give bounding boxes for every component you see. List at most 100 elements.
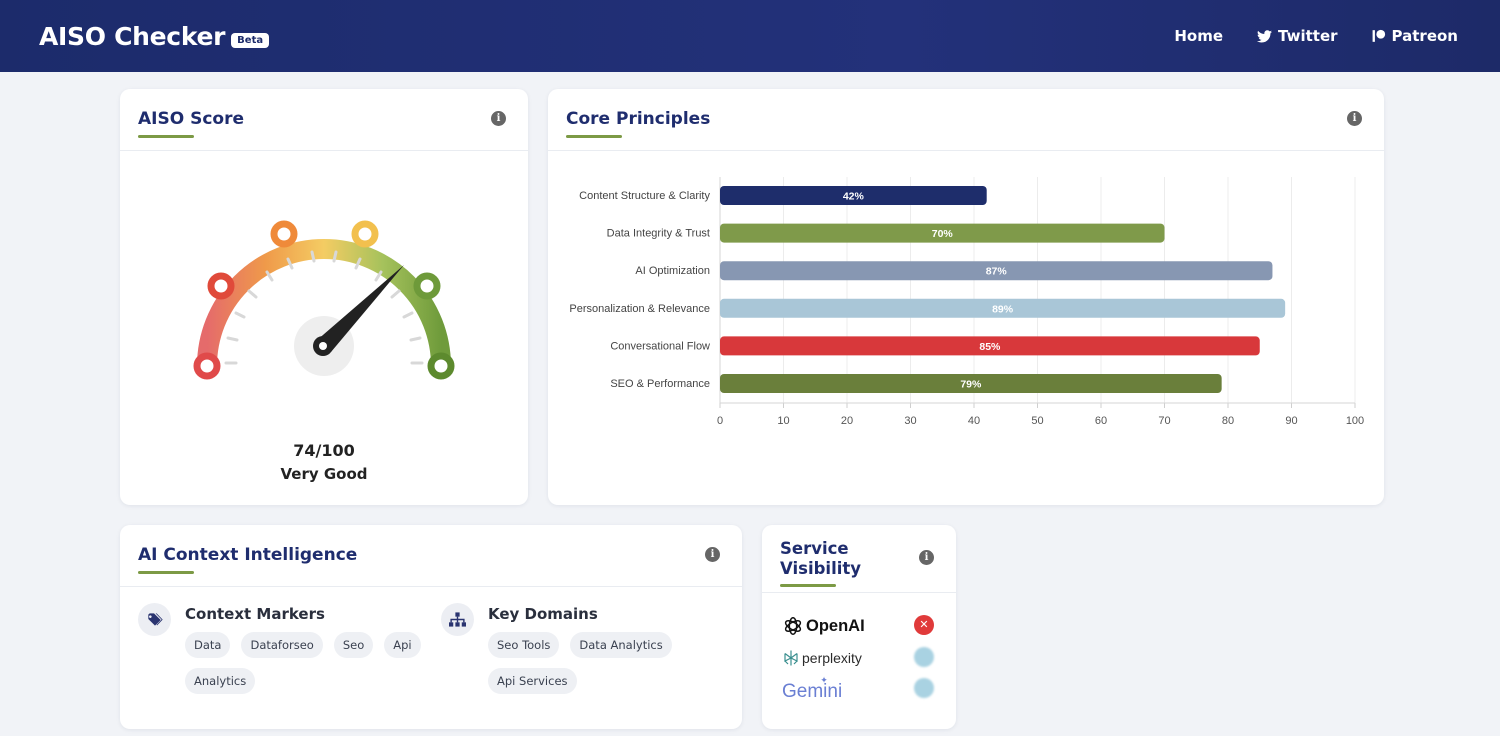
title-underline: [138, 571, 194, 574]
ai-context-header: AI Context Intelligence i: [120, 525, 742, 587]
nav-patreon-link[interactable]: Patreon: [1372, 27, 1458, 45]
bar: [720, 336, 1260, 356]
tag-chip[interactable]: Seo Tools: [488, 632, 560, 658]
info-icon[interactable]: i: [1347, 111, 1362, 126]
bar: [720, 186, 987, 205]
key-domains-tags: Seo Tools Data Analytics Api Services: [488, 632, 688, 694]
tag-chip[interactable]: Analytics: [185, 668, 256, 694]
bar: [720, 374, 1222, 393]
ai-context-title: AI Context Intelligence: [138, 545, 358, 565]
x-tick-label: 70: [1158, 415, 1170, 427]
beta-badge: Beta: [231, 32, 270, 48]
context-markers-title: Context Markers: [185, 605, 325, 623]
bar-value-label: 79%: [960, 379, 982, 391]
patreon-icon: [1372, 29, 1385, 42]
hierarchy-icon: [441, 603, 474, 636]
bar-value-label: 85%: [979, 341, 1001, 353]
category-label: Content Structure & Clarity: [579, 190, 710, 202]
app-title[interactable]: AISO Checker: [39, 21, 226, 51]
x-tick-label: 20: [841, 415, 853, 427]
x-tick-label: 40: [968, 415, 980, 427]
nav-links: Home Twitter Patreon: [1174, 27, 1458, 45]
x-tick-label: 0: [717, 415, 723, 427]
x-tick-label: 80: [1222, 415, 1234, 427]
tag-icon: [138, 603, 171, 636]
x-tick-label: 30: [904, 415, 916, 427]
service-visibility-title-line2: Visibility: [780, 559, 862, 578]
tag-chip[interactable]: Data Analytics: [570, 632, 672, 658]
score-rating: Very Good: [280, 465, 368, 483]
tag-chip[interactable]: Api Services: [488, 668, 577, 694]
aiso-score-card: AISO Score i: [120, 89, 528, 505]
bar-value-label: 89%: [992, 303, 1014, 315]
service-status-not-visible: ✕: [914, 615, 934, 635]
service-row-perplexity: perplexity: [782, 648, 862, 668]
service-name-gemini: Gemini: [782, 681, 843, 702]
service-name-openai: OpenAI: [806, 616, 865, 635]
nav-home-link[interactable]: Home: [1174, 27, 1223, 45]
tag-chip[interactable]: Dataforseo: [241, 632, 323, 658]
gauge-needle: [316, 265, 404, 352]
title-underline: [138, 135, 194, 138]
service-visibility-card: Service Visibility i OpenAI ✕ perplexity…: [762, 525, 956, 729]
gauge-markers: [193, 220, 455, 380]
x-tick-label: 100: [1346, 415, 1364, 427]
context-markers-tags: Data Dataforseo Seo Api Analytics: [185, 632, 425, 694]
brand[interactable]: AISO Checker Beta: [39, 21, 270, 51]
nav-twitter-label: Twitter: [1278, 27, 1338, 45]
bar: [720, 223, 1165, 243]
core-principles-title: Core Principles: [566, 109, 711, 129]
bar: [720, 298, 1286, 318]
perplexity-logo-icon: [784, 650, 798, 666]
category-label: SEO & Performance: [610, 378, 710, 390]
key-domains-title: Key Domains: [488, 605, 598, 623]
nav-twitter-link[interactable]: Twitter: [1257, 27, 1338, 45]
core-principles-header: Core Principles i: [548, 89, 1384, 151]
category-label: Data Integrity & Trust: [607, 228, 710, 240]
service-row-openai: OpenAI: [782, 615, 865, 637]
nav-home-label: Home: [1174, 27, 1224, 45]
x-tick-label: 10: [777, 415, 789, 427]
gauge-hub-center: [319, 342, 327, 350]
score-gauge: [193, 220, 455, 380]
info-icon[interactable]: i: [491, 111, 506, 126]
gauge-ticks: [224, 250, 424, 365]
sparkle-icon: ✦: [820, 676, 828, 686]
aiso-score-header: AISO Score i: [120, 89, 528, 151]
bar-value-label: 42%: [843, 191, 865, 203]
core-principles-chart: 0 10 20 30 40 50 60 70 80 90 100 Content Structure …: [569, 177, 1364, 427]
aiso-score-title: AISO Score: [138, 109, 245, 129]
category-label: AI Optimization: [635, 265, 710, 277]
tag-chip[interactable]: Data: [185, 632, 231, 658]
key-domains-section: Key Domains Seo Tools Data Analytics Api…: [441, 603, 731, 723]
x-tick-label: 90: [1285, 415, 1297, 427]
bar-value-label: 87%: [986, 266, 1008, 278]
nav-patreon-label: Patreon: [1391, 27, 1458, 45]
service-status-pending: [914, 678, 934, 698]
bar: [720, 261, 1273, 281]
x-tick-label: 50: [1031, 415, 1043, 427]
category-label: Personalization & Relevance: [569, 303, 710, 315]
info-icon[interactable]: i: [705, 547, 720, 562]
top-navbar: AISO Checker Beta Home Twitter Patreon: [0, 0, 1500, 72]
core-principles-card: Core Principles i 0 10 20 30 40 50 60 70 80 90 100…: [548, 89, 1384, 505]
gauge-arc: [197, 239, 451, 367]
ai-context-card: AI Context Intelligence i Context Marker…: [120, 525, 742, 729]
openai-logo-icon: [784, 617, 802, 635]
score-value: 74/100: [293, 441, 355, 460]
category-label: Conversational Flow: [610, 340, 710, 352]
service-visibility-header: Service Visibility i: [762, 525, 956, 593]
context-markers-section: Context Markers Data Dataforseo Seo Api …: [138, 603, 428, 723]
service-name-perplexity: perplexity: [802, 650, 862, 666]
x-tick-label: 60: [1095, 415, 1107, 427]
title-underline: [780, 584, 836, 587]
service-status-pending: [914, 647, 934, 667]
bar-value-label: 70%: [932, 228, 954, 240]
tag-chip[interactable]: Api: [384, 632, 421, 658]
twitter-icon: [1257, 29, 1273, 42]
service-row-gemini: Gemini ✦: [782, 676, 850, 703]
info-icon[interactable]: i: [919, 550, 934, 565]
service-visibility-title-line1: Service: [780, 539, 849, 558]
title-underline: [566, 135, 622, 138]
tag-chip[interactable]: Seo: [333, 632, 374, 658]
